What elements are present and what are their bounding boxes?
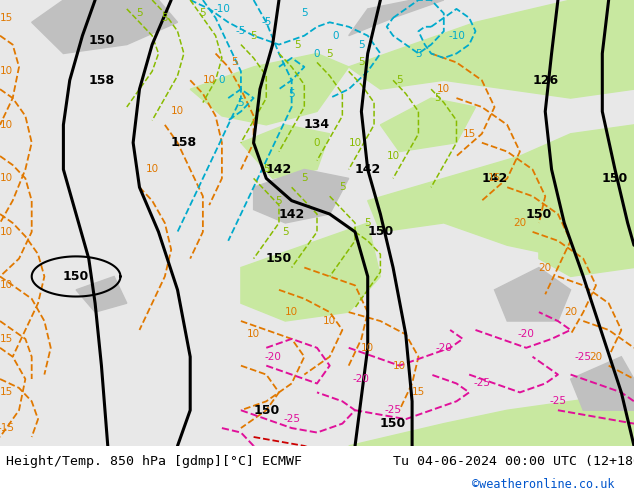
- Text: 5: 5: [295, 40, 301, 49]
- Text: -25: -25: [283, 414, 300, 424]
- Text: 158: 158: [171, 136, 197, 149]
- Text: 5: 5: [276, 196, 282, 206]
- Polygon shape: [349, 0, 444, 36]
- Text: 5: 5: [358, 40, 365, 49]
- Polygon shape: [190, 53, 349, 125]
- Text: 10: 10: [0, 120, 13, 130]
- Text: 142: 142: [354, 163, 381, 176]
- Text: 5: 5: [162, 13, 168, 23]
- Text: 126: 126: [532, 74, 559, 87]
- Text: 10: 10: [0, 66, 13, 76]
- Text: 5: 5: [301, 173, 307, 183]
- Text: -25: -25: [575, 352, 592, 362]
- Text: 10: 10: [349, 138, 361, 147]
- Text: 10: 10: [171, 106, 184, 117]
- Text: 5: 5: [136, 8, 143, 19]
- Text: 150: 150: [602, 172, 628, 185]
- Text: 150: 150: [63, 270, 89, 283]
- Text: 20: 20: [514, 218, 526, 228]
- Text: -5: -5: [261, 17, 271, 27]
- Text: 20: 20: [564, 307, 577, 317]
- Text: ©weatheronline.co.uk: ©weatheronline.co.uk: [472, 478, 615, 490]
- Text: Tu 04-06-2024 00:00 UTC (12+180): Tu 04-06-2024 00:00 UTC (12+180): [393, 455, 634, 468]
- Text: 150: 150: [266, 252, 292, 265]
- Text: -10: -10: [214, 4, 230, 14]
- Text: 15: 15: [412, 388, 425, 397]
- Text: 15: 15: [463, 129, 476, 139]
- Text: 20: 20: [539, 263, 552, 272]
- Text: 5: 5: [250, 31, 257, 41]
- Text: 10: 10: [0, 173, 13, 183]
- Text: 5: 5: [288, 89, 295, 98]
- Text: 142: 142: [481, 172, 508, 185]
- Polygon shape: [241, 125, 330, 178]
- Text: 0: 0: [333, 31, 339, 41]
- Text: 10: 10: [0, 227, 13, 237]
- Text: 15: 15: [0, 334, 13, 344]
- Polygon shape: [495, 268, 571, 321]
- Text: 10: 10: [361, 343, 374, 353]
- Text: -10: -10: [448, 31, 465, 41]
- Text: -20: -20: [264, 352, 281, 362]
- Text: 134: 134: [304, 119, 330, 131]
- Text: 5: 5: [200, 8, 206, 19]
- Text: 5: 5: [339, 182, 346, 192]
- Polygon shape: [32, 0, 178, 53]
- Text: 5: 5: [231, 57, 238, 68]
- Text: 5: 5: [263, 165, 269, 174]
- Text: 0: 0: [314, 49, 320, 58]
- Text: 15: 15: [0, 388, 13, 397]
- Text: 10: 10: [387, 151, 399, 161]
- Polygon shape: [368, 125, 634, 259]
- Polygon shape: [571, 357, 634, 410]
- Text: 5: 5: [396, 75, 403, 85]
- Text: 150: 150: [380, 417, 406, 430]
- Text: -20: -20: [353, 374, 370, 384]
- Text: 15: 15: [0, 13, 13, 23]
- Text: -25: -25: [385, 405, 401, 415]
- Text: -20: -20: [518, 329, 534, 340]
- Text: -20: -20: [436, 343, 452, 353]
- Text: 150: 150: [253, 404, 280, 416]
- Text: Height/Temp. 850 hPa [gdmp][°C] ECMWF: Height/Temp. 850 hPa [gdmp][°C] ECMWF: [6, 455, 302, 468]
- Text: 10: 10: [146, 165, 158, 174]
- Text: 10: 10: [0, 280, 13, 291]
- Text: 15: 15: [488, 173, 501, 183]
- Text: 158: 158: [88, 74, 115, 87]
- Text: 10: 10: [323, 316, 336, 326]
- Text: -25: -25: [474, 378, 490, 389]
- Text: 5: 5: [358, 57, 365, 68]
- Polygon shape: [349, 392, 634, 446]
- Polygon shape: [241, 223, 380, 321]
- Text: 5: 5: [434, 93, 441, 103]
- Text: 5: 5: [282, 227, 288, 237]
- Text: 5: 5: [238, 98, 244, 108]
- Text: 0: 0: [219, 75, 225, 85]
- Polygon shape: [0, 0, 222, 446]
- Text: -5: -5: [236, 26, 246, 36]
- Polygon shape: [380, 98, 476, 151]
- Text: 10: 10: [393, 361, 406, 370]
- Polygon shape: [539, 201, 634, 276]
- Text: 5: 5: [301, 8, 307, 19]
- Text: 0: 0: [314, 138, 320, 147]
- Text: -15: -15: [0, 423, 15, 433]
- Text: 5: 5: [365, 218, 371, 228]
- Text: 142: 142: [278, 208, 305, 220]
- Text: 142: 142: [266, 163, 292, 176]
- Text: 150: 150: [88, 34, 115, 47]
- Text: 150: 150: [526, 208, 552, 220]
- Text: 10: 10: [247, 329, 260, 340]
- Polygon shape: [76, 276, 127, 312]
- Polygon shape: [349, 0, 634, 98]
- Text: 150: 150: [367, 225, 394, 238]
- Text: 10: 10: [203, 75, 216, 85]
- Text: -25: -25: [550, 396, 566, 406]
- Text: 10: 10: [285, 307, 298, 317]
- Text: 5: 5: [327, 49, 333, 58]
- Text: 20: 20: [590, 352, 602, 362]
- Text: 5: 5: [415, 49, 422, 58]
- Polygon shape: [254, 170, 349, 223]
- Text: 10: 10: [437, 84, 450, 94]
